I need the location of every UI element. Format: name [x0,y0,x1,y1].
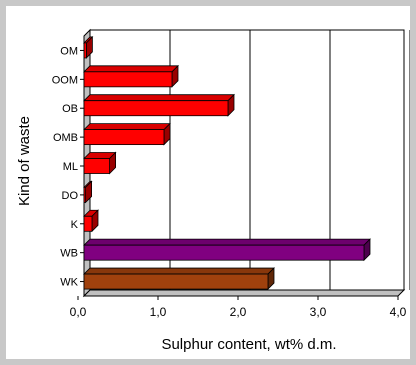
tick-labels: 0,0 1,0 2,0 3,0 4,0 [70,305,407,319]
x-tick-label: 4,0 [390,305,407,319]
bar-top [83,267,275,275]
bar [83,244,365,261]
bar-WB [83,238,371,262]
category-label: DO [62,190,79,202]
y-axis-label: Kind of waste [16,116,33,206]
bar-top [83,123,171,130]
bar-WK [83,267,275,291]
x-tick-label: 3,0 [310,305,327,319]
bar [83,71,173,88]
bar [83,186,86,203]
category-label: OM [60,45,78,57]
bar-OB [83,93,235,117]
bar-K [83,209,99,233]
category-labels: OM OOM OB OMB ML DO K WB WK [52,45,84,289]
category-label: OB [62,103,78,115]
category-label: OMB [53,132,78,144]
x-tick-label: 0,0 [70,305,87,319]
bar [83,129,165,146]
bar-top [83,94,235,102]
bar [83,215,93,232]
x-axis-label: Sulphur content, wt% d.m. [161,336,336,353]
category-label: OOM [52,74,78,86]
bar [83,273,269,290]
bar [83,158,111,174]
category-label: WK [60,277,78,289]
bar-chart: 0,0 1,0 2,0 3,0 4,0 OM OOM OB OMB ML DO K WB WK Sulp… [16,28,411,353]
bar-ML [83,151,117,175]
bar-OMB [83,122,171,146]
x-tick-label: 2,0 [230,305,247,319]
bar-top [83,238,371,246]
plot-floor [82,289,406,297]
bar [83,42,87,59]
bars [83,35,371,291]
bar-OOM [83,64,179,88]
bar-DO [83,180,93,204]
bar-top [83,65,179,73]
category-label: K [71,219,79,231]
x-tick-label: 1,0 [150,305,167,319]
bar [83,100,229,117]
category-label: WB [60,248,78,260]
category-label: ML [63,161,78,173]
